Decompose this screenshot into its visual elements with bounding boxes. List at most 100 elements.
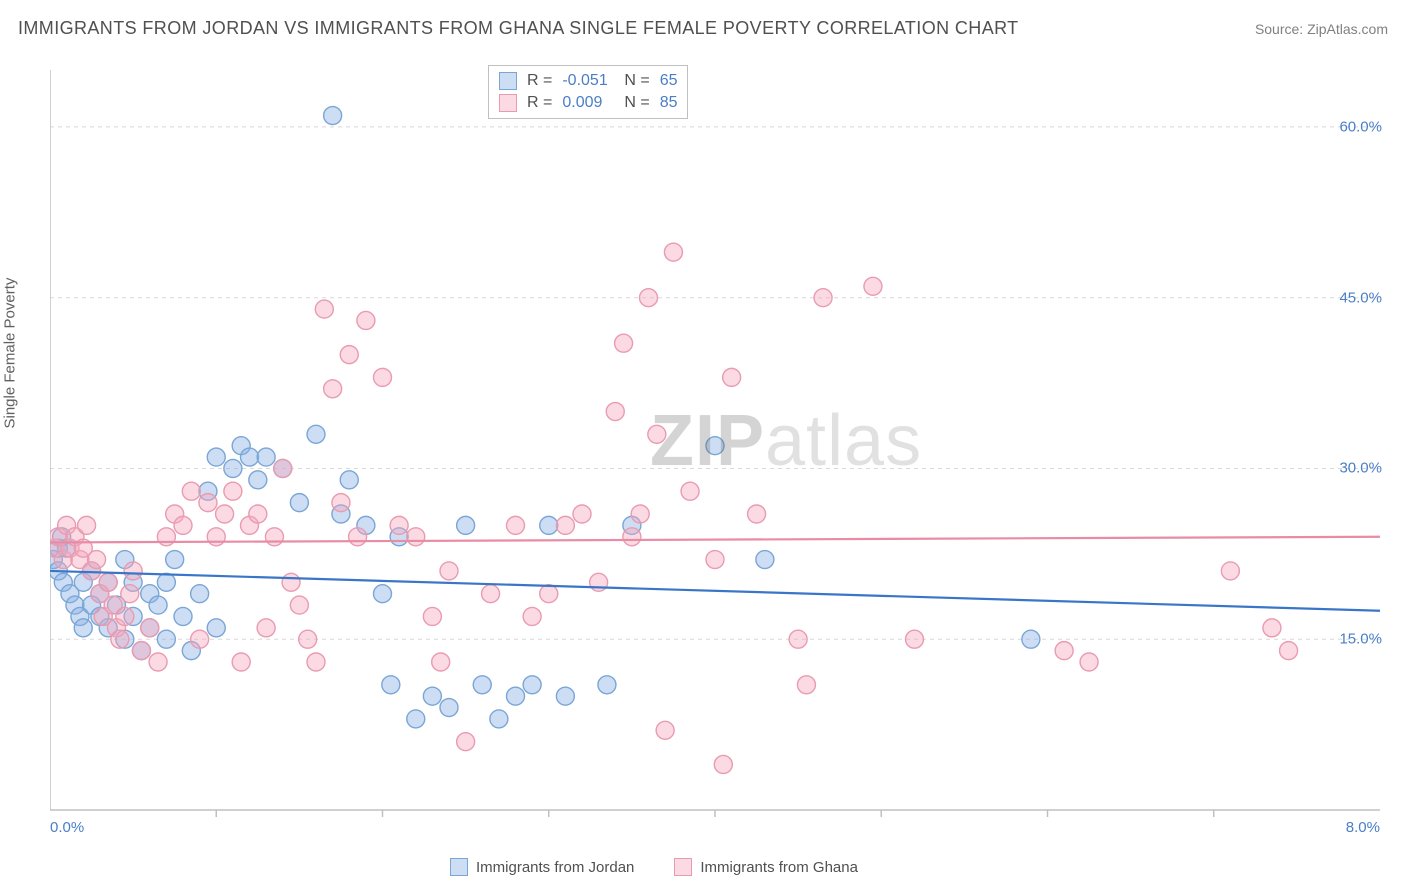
scatter-point bbox=[340, 471, 358, 489]
n-value: 65 bbox=[660, 72, 678, 90]
stats-row: R = 0.009 N = 85 bbox=[499, 92, 677, 114]
scatter-point bbox=[332, 494, 350, 512]
scatter-point bbox=[640, 289, 658, 307]
chart-title: IMMIGRANTS FROM JORDAN VS IMMIGRANTS FRO… bbox=[18, 18, 1019, 39]
scatter-point bbox=[307, 653, 325, 671]
scatter-point bbox=[814, 289, 832, 307]
scatter-point bbox=[78, 516, 96, 534]
scatter-point bbox=[111, 630, 129, 648]
scatter-point bbox=[174, 607, 192, 625]
scatter-point bbox=[357, 311, 375, 329]
scatter-point bbox=[265, 528, 283, 546]
scatter-point bbox=[797, 676, 815, 694]
scatter-point bbox=[906, 630, 924, 648]
scatter-point bbox=[507, 687, 525, 705]
scatter-point bbox=[473, 676, 491, 694]
scatter-point bbox=[490, 710, 508, 728]
scatter-point bbox=[241, 448, 259, 466]
r-value: 0.009 bbox=[562, 94, 614, 112]
scatter-point bbox=[207, 448, 225, 466]
scatter-point bbox=[282, 573, 300, 591]
scatter-point bbox=[681, 482, 699, 500]
scatter-point bbox=[423, 607, 441, 625]
scatter-point bbox=[606, 403, 624, 421]
scatter-point bbox=[290, 596, 308, 614]
y-tick-label: 60.0% bbox=[1339, 118, 1382, 135]
source-attribution: Source: ZipAtlas.com bbox=[1255, 21, 1388, 37]
scatter-point bbox=[407, 710, 425, 728]
scatter-point bbox=[216, 505, 234, 523]
scatter-point bbox=[324, 380, 342, 398]
scatter-point bbox=[631, 505, 649, 523]
scatter-point bbox=[540, 585, 558, 603]
y-tick-label: 30.0% bbox=[1339, 460, 1382, 477]
scatter-point bbox=[390, 516, 408, 534]
scatter-point bbox=[191, 630, 209, 648]
scatter-point bbox=[648, 425, 666, 443]
scatter-point bbox=[1280, 642, 1298, 660]
legend-item: Immigrants from Jordan bbox=[450, 858, 634, 876]
legend-swatch bbox=[450, 858, 468, 876]
scatter-point bbox=[199, 494, 217, 512]
scatter-point bbox=[340, 346, 358, 364]
scatter-point bbox=[1221, 562, 1239, 580]
scatter-point bbox=[257, 448, 275, 466]
scatter-point bbox=[382, 676, 400, 694]
legend-swatch bbox=[499, 72, 517, 90]
scatter-point bbox=[182, 482, 200, 500]
scatter-point bbox=[706, 551, 724, 569]
scatter-point bbox=[224, 482, 242, 500]
scatter-point bbox=[274, 459, 292, 477]
legend-item: Immigrants from Ghana bbox=[674, 858, 858, 876]
scatter-point bbox=[756, 551, 774, 569]
source-label: Source: bbox=[1255, 21, 1307, 37]
scatter-point bbox=[207, 619, 225, 637]
legend-label: Immigrants from Jordan bbox=[476, 859, 634, 876]
scatter-point bbox=[748, 505, 766, 523]
scatter-point bbox=[224, 459, 242, 477]
scatter-point bbox=[540, 516, 558, 534]
scatter-point bbox=[615, 334, 633, 352]
scatter-point bbox=[191, 585, 209, 603]
legend-label: Immigrants from Ghana bbox=[700, 859, 858, 876]
r-label: R = bbox=[527, 94, 552, 112]
scatter-point bbox=[507, 516, 525, 534]
scatter-point bbox=[598, 676, 616, 694]
scatter-point bbox=[723, 368, 741, 386]
y-axis-label: Single Female Poverty bbox=[2, 278, 19, 429]
bottom-legend: Immigrants from Jordan Immigrants from Gh… bbox=[450, 858, 858, 876]
scatter-point bbox=[88, 551, 106, 569]
scatter-point bbox=[174, 516, 192, 534]
scatter-point bbox=[207, 528, 225, 546]
scatter-point bbox=[440, 562, 458, 580]
scatter-point bbox=[374, 368, 392, 386]
scatter-point bbox=[423, 687, 441, 705]
scatter-point bbox=[157, 630, 175, 648]
scatter-point bbox=[374, 585, 392, 603]
scatter-point bbox=[290, 494, 308, 512]
scatter-point bbox=[149, 653, 167, 671]
regression-line bbox=[50, 537, 1380, 543]
scatter-point bbox=[349, 528, 367, 546]
scatter-point bbox=[664, 243, 682, 261]
n-value: 85 bbox=[660, 94, 678, 112]
scatter-point bbox=[432, 653, 450, 671]
scatter-point bbox=[407, 528, 425, 546]
scatter-point bbox=[324, 107, 342, 125]
n-label: N = bbox=[624, 72, 649, 90]
scatter-point bbox=[1263, 619, 1281, 637]
r-value: -0.051 bbox=[562, 72, 614, 90]
scatter-point bbox=[307, 425, 325, 443]
scatter-point bbox=[656, 721, 674, 739]
scatter-point bbox=[714, 755, 732, 773]
n-label: N = bbox=[624, 94, 649, 112]
legend-swatch bbox=[674, 858, 692, 876]
scatter-point bbox=[315, 300, 333, 318]
scatter-point bbox=[556, 687, 574, 705]
scatter-point bbox=[149, 596, 167, 614]
legend-swatch bbox=[499, 94, 517, 112]
scatter-point bbox=[166, 551, 184, 569]
scatter-point bbox=[299, 630, 317, 648]
scatter-point bbox=[457, 516, 475, 534]
scatter-point bbox=[1055, 642, 1073, 660]
